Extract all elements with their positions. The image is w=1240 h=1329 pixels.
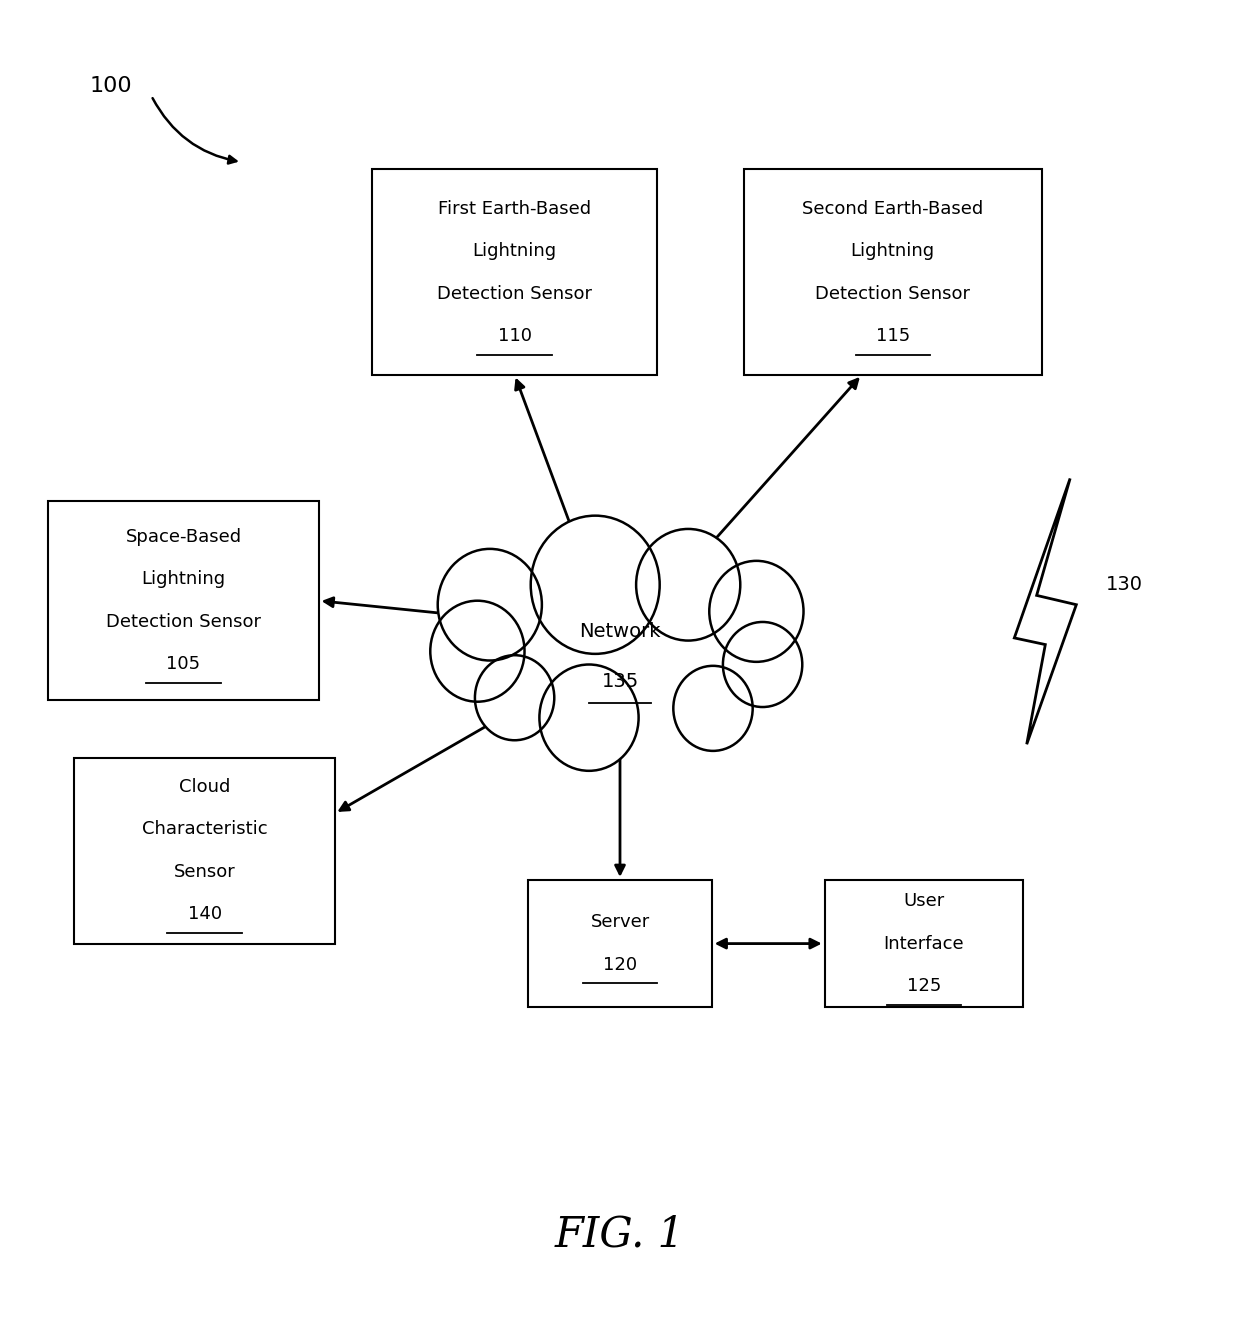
Text: Network: Network (579, 622, 661, 641)
Text: Detection Sensor: Detection Sensor (816, 284, 970, 303)
Circle shape (531, 516, 660, 654)
Text: Lightning: Lightning (141, 570, 226, 589)
Text: Sensor: Sensor (174, 863, 236, 881)
Circle shape (430, 601, 525, 702)
Circle shape (636, 529, 740, 641)
Text: 115: 115 (875, 327, 910, 346)
Text: 120: 120 (603, 956, 637, 974)
Text: FIG. 1: FIG. 1 (556, 1213, 684, 1256)
Text: 130: 130 (1106, 575, 1143, 594)
FancyBboxPatch shape (48, 501, 319, 700)
Text: Characteristic: Characteristic (141, 820, 268, 839)
Text: Server: Server (590, 913, 650, 932)
Text: 105: 105 (166, 655, 201, 674)
Text: 100: 100 (89, 76, 131, 97)
FancyBboxPatch shape (528, 880, 712, 1007)
Text: 110: 110 (497, 327, 532, 346)
Circle shape (673, 666, 753, 751)
Text: 140: 140 (187, 905, 222, 924)
Circle shape (438, 549, 542, 661)
FancyBboxPatch shape (74, 758, 335, 944)
Text: First Earth-Based: First Earth-Based (438, 199, 591, 218)
Text: Space-Based: Space-Based (125, 528, 242, 546)
Text: Interface: Interface (883, 934, 965, 953)
Circle shape (475, 655, 554, 740)
Text: Detection Sensor: Detection Sensor (105, 613, 260, 631)
Text: Cloud: Cloud (179, 777, 231, 796)
Circle shape (723, 622, 802, 707)
Text: 135: 135 (601, 672, 639, 691)
Text: 125: 125 (906, 977, 941, 995)
Bar (471, 558, 769, 718)
Text: Lightning: Lightning (851, 242, 935, 260)
FancyBboxPatch shape (744, 170, 1042, 375)
FancyBboxPatch shape (372, 170, 657, 375)
Polygon shape (1014, 478, 1076, 744)
Text: Second Earth-Based: Second Earth-Based (802, 199, 983, 218)
Text: Lightning: Lightning (472, 242, 557, 260)
Text: User: User (903, 892, 945, 910)
Ellipse shape (446, 532, 794, 758)
Circle shape (539, 664, 639, 771)
Text: Detection Sensor: Detection Sensor (438, 284, 593, 303)
FancyBboxPatch shape (825, 880, 1023, 1007)
Circle shape (709, 561, 804, 662)
